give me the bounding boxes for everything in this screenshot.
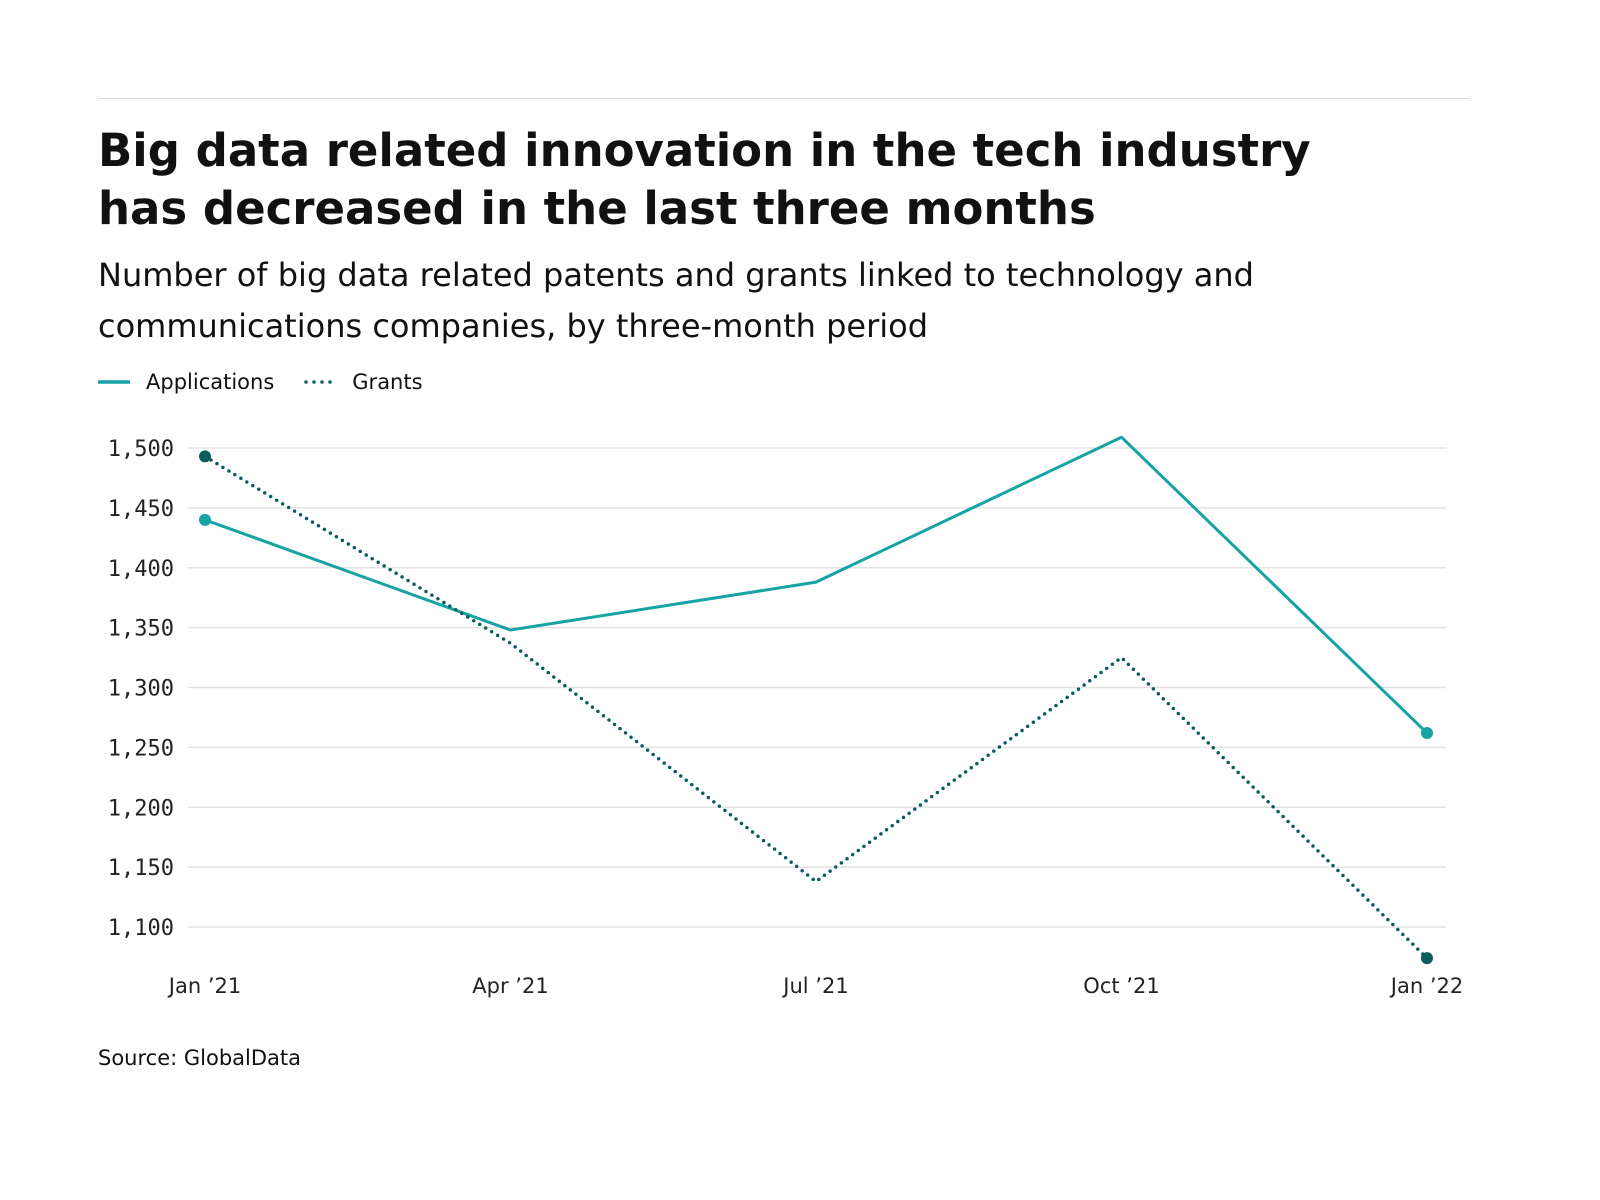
y-tick-label: 1,250: [108, 736, 174, 761]
dotted-line-icon: [304, 380, 337, 384]
x-tick-label: Oct ’21: [1083, 974, 1159, 998]
legend-item-applications: Applications: [98, 370, 274, 394]
legend: Applications Grants: [98, 370, 453, 394]
y-tick-label: 1,350: [108, 617, 174, 642]
source-note: Source: GlobalData: [98, 1046, 302, 1070]
legend-label: Grants: [352, 370, 423, 394]
y-tick-label: 1,300: [108, 677, 174, 702]
x-tick-label: Apr ’21: [472, 974, 548, 998]
data-point-applications: [1421, 727, 1433, 740]
data-point-grants: [199, 450, 211, 463]
top-rule: [98, 98, 1470, 99]
y-tick-label: 1,400: [108, 557, 174, 582]
x-tick-label: Jan ’22: [1389, 974, 1463, 998]
chart-title: Big data related innovation in the tech …: [98, 124, 1311, 235]
y-tick-label: 1,200: [108, 796, 174, 821]
solid-line-icon: [98, 380, 130, 384]
chart-subtitle: Number of big data related patents and g…: [98, 256, 1254, 345]
legend-label: Applications: [146, 370, 275, 394]
series-line-grants: [203, 454, 1429, 960]
y-tick-label: 1,450: [108, 497, 174, 522]
y-tick-label: 1,100: [108, 916, 174, 941]
data-point-applications: [199, 513, 211, 526]
data-point-grants: [1421, 952, 1433, 965]
x-tick-label: Jul ’21: [781, 974, 848, 998]
y-tick-label: 1,150: [108, 856, 174, 881]
legend-item-grants: Grants: [304, 370, 423, 394]
y-tick-label: 1,500: [108, 437, 174, 462]
series-line-applications: [203, 435, 1429, 735]
x-tick-label: Jan ’21: [167, 974, 241, 998]
